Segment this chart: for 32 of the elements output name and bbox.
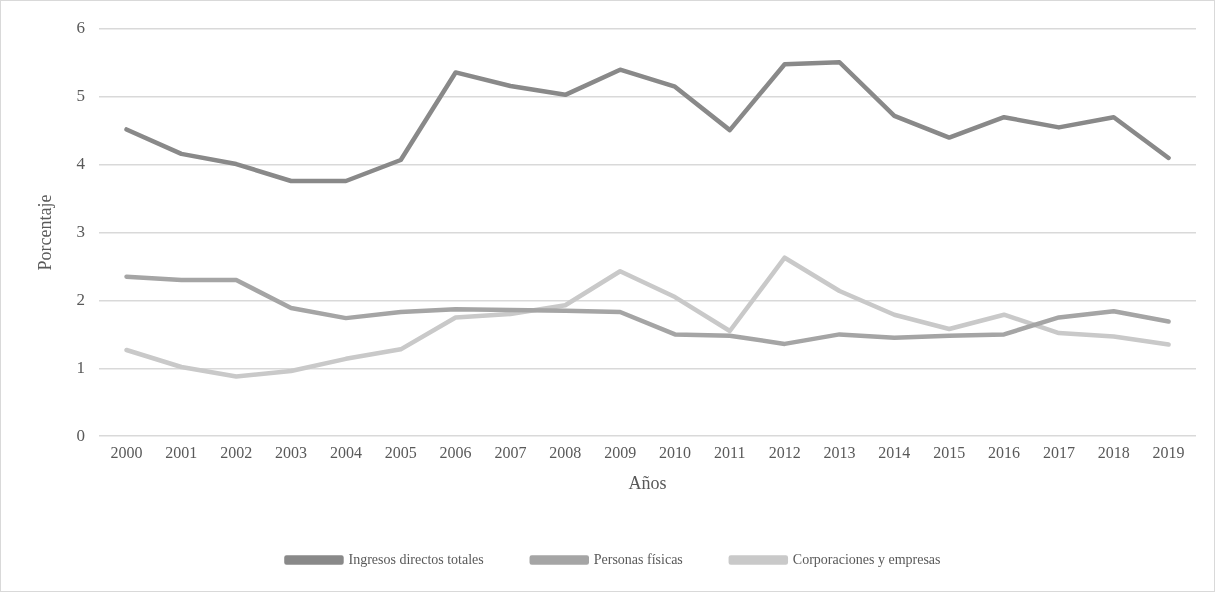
x-tick-label: 2012 bbox=[768, 444, 801, 461]
x-tick-label: 2014 bbox=[878, 444, 911, 461]
x-tick-label: 2018 bbox=[1097, 444, 1130, 461]
x-tick-label: 2017 bbox=[1042, 444, 1075, 461]
x-tick-label: 2006 bbox=[439, 444, 472, 461]
x-tick-label: 2000 bbox=[110, 444, 143, 461]
y-tick-label: 4 bbox=[76, 154, 86, 174]
y-tick-label: 1 bbox=[76, 357, 86, 377]
x-tick-label: 2007 bbox=[494, 444, 527, 461]
y-axis-title: Porcentaje bbox=[34, 194, 55, 271]
y-tick-label: 6 bbox=[76, 18, 86, 38]
x-tick-label: 2016 bbox=[988, 444, 1021, 461]
x-tick-label: 2013 bbox=[823, 444, 856, 461]
x-axis-title: Años bbox=[628, 472, 667, 493]
y-tick-label: 5 bbox=[76, 86, 86, 106]
y-tick-label: 0 bbox=[76, 425, 86, 445]
legend-label: Personas físicas bbox=[593, 551, 683, 567]
legend-label: Corporaciones y empresas bbox=[792, 551, 941, 567]
x-tick-label: 2002 bbox=[220, 444, 253, 461]
x-tick-label: 2010 bbox=[658, 444, 691, 461]
y-tick-label: 2 bbox=[76, 289, 86, 309]
x-tick-label: 2019 bbox=[1152, 444, 1185, 461]
x-tick-label: 2009 bbox=[604, 444, 637, 461]
legend-label: Ingresos directos totales bbox=[348, 551, 484, 567]
x-tick-label: 2003 bbox=[275, 444, 308, 461]
x-tick-label: 2015 bbox=[933, 444, 966, 461]
x-tick-label: 2001 bbox=[165, 444, 198, 461]
y-tick-label: 3 bbox=[76, 222, 86, 242]
x-tick-label: 2004 bbox=[329, 444, 362, 461]
x-tick-label: 2011 bbox=[714, 444, 746, 461]
x-tick-label: 2008 bbox=[549, 444, 582, 461]
x-tick-label: 2005 bbox=[384, 444, 417, 461]
